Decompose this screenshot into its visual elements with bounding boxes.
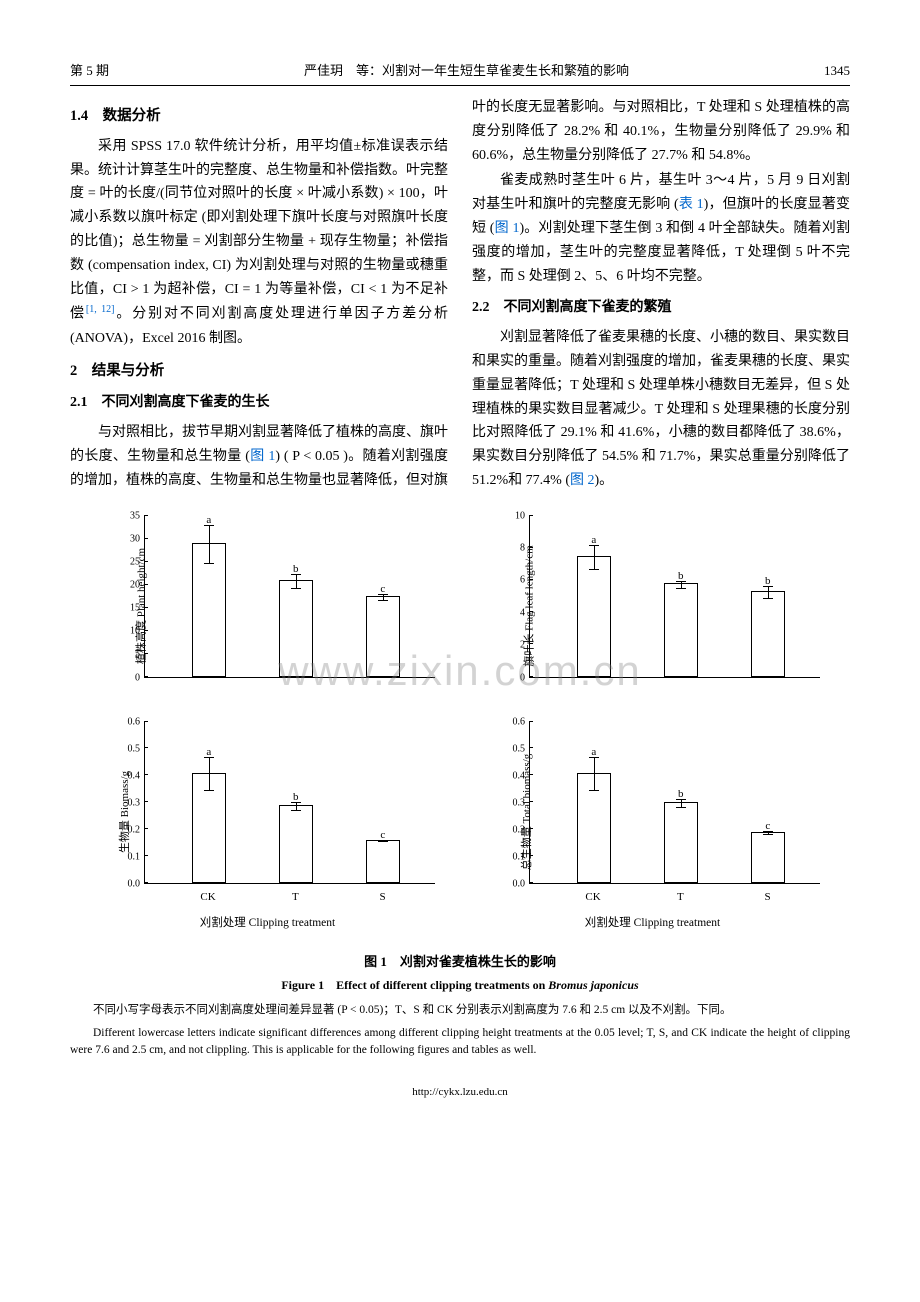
significance-letter: c <box>380 580 385 599</box>
bar: a <box>192 543 226 676</box>
plot-area: abc <box>529 722 820 884</box>
y-tick-label: 5 <box>118 646 140 663</box>
y-tick-label: 10 <box>118 623 140 640</box>
plot-area: abc <box>144 722 435 884</box>
bar: a <box>577 773 611 883</box>
y-tick-label: 0.3 <box>503 794 525 811</box>
bar: b <box>279 805 313 883</box>
y-tick-label: 0.2 <box>118 821 140 838</box>
chart-panel: 植株高度 Plant height/cm05101520253035abc <box>90 506 445 706</box>
y-tick-label: 4 <box>503 604 525 621</box>
significance-letter: a <box>591 531 596 550</box>
running-title: 严佳玥 等：刈割对一年生短生草雀麦生长和繁殖的影响 <box>304 60 629 82</box>
heading-1-4: 1.4 数据分析 <box>70 104 448 129</box>
figure-1: 植株高度 Plant height/cm05101520253035abc旗叶长… <box>70 506 850 1060</box>
y-tick-label: 20 <box>118 577 140 594</box>
x-tick-label: CK <box>200 888 215 907</box>
footer-url: http://cykx.lzu.edu.cn <box>70 1083 850 1102</box>
significance-letter: b <box>678 785 684 804</box>
bar: b <box>664 583 698 676</box>
y-tick-label: 0.0 <box>503 875 525 892</box>
plot-area: abb <box>529 516 820 678</box>
y-tick-label: 0.6 <box>118 713 140 730</box>
bar: c <box>751 832 785 883</box>
figure-1-caption-zh: 图 1 刈割对雀麦植株生长的影响 <box>70 951 850 973</box>
y-tick-label: 0.6 <box>503 713 525 730</box>
significance-letter: c <box>380 826 385 845</box>
bar: b <box>279 580 313 677</box>
y-tick-label: 2 <box>503 637 525 654</box>
heading-2-1: 2.1 不同刈割高度下雀麦的生长 <box>70 391 448 415</box>
plot-area: abc <box>144 516 435 678</box>
charts-grid: 植株高度 Plant height/cm05101520253035abc旗叶长… <box>70 506 850 942</box>
figure-1-note-zh: 不同小写字母表示不同刈割高度处理间差异显著 (P < 0.05)；T、S 和 C… <box>70 1002 850 1019</box>
figure-1-note-en: Different lowercase letters indicate sig… <box>70 1025 850 1060</box>
page-number: 1345 <box>824 60 850 82</box>
issue-number: 第 5 期 <box>70 60 109 82</box>
significance-letter: b <box>293 560 299 579</box>
significance-letter: c <box>765 817 770 836</box>
x-axis-title: 刈割处理 Clipping treatment <box>90 914 445 934</box>
bar: c <box>366 596 400 677</box>
y-tick-label: 0 <box>503 669 525 686</box>
y-tick-label: 0.4 <box>503 767 525 784</box>
para-2-1-b: 雀麦成熟时茎生叶 6 片，基生叶 3～4 片，5 月 9 日刈割对基生叶和旗叶的… <box>472 169 850 288</box>
para-2-2: 刈割显著降低了雀麦果穗的长度、小穗的数目、果实数目和果实的重量。随着刈割强度的增… <box>472 326 850 493</box>
y-tick-label: 8 <box>503 540 525 557</box>
figure-1-link[interactable]: 图 1 <box>250 449 275 464</box>
significance-letter: b <box>678 567 684 586</box>
x-tick-label: T <box>677 888 684 907</box>
figure-1-link-2[interactable]: 图 1 <box>494 221 519 236</box>
significance-letter: a <box>206 511 211 530</box>
y-tick-label: 0.2 <box>503 821 525 838</box>
y-tick-label: 10 <box>503 507 525 524</box>
bar: b <box>751 591 785 676</box>
significance-letter: b <box>765 572 771 591</box>
page-header: 第 5 期 严佳玥 等：刈割对一年生短生草雀麦生长和繁殖的影响 1345 <box>70 60 850 86</box>
y-tick-label: 6 <box>503 572 525 589</box>
table-1-link[interactable]: 表 1 <box>679 197 704 212</box>
y-tick-label: 0.1 <box>118 848 140 865</box>
y-tick-label: 0.4 <box>118 767 140 784</box>
figure-1-caption-en: Figure 1 Effect of different clipping tr… <box>70 975 850 995</box>
para-methods: 采用 SPSS 17.0 软件统计分析，用平均值±标准误表示结果。统计计算茎生叶… <box>70 135 448 351</box>
significance-letter: a <box>206 743 211 762</box>
chart-panel: 总生物量 Total biomass/g0.00.10.20.30.40.50.… <box>475 712 830 912</box>
x-tick-label: T <box>292 888 299 907</box>
significance-letter: b <box>293 788 299 807</box>
y-tick-label: 30 <box>118 530 140 547</box>
x-tick-label: CK <box>585 888 600 907</box>
y-tick-label: 25 <box>118 553 140 570</box>
y-tick-label: 0.3 <box>118 794 140 811</box>
bar: c <box>366 840 400 883</box>
figure-2-link[interactable]: 图 2 <box>570 473 595 488</box>
chart-panel: 旗叶长 Flag leaf length/cm0246810abb <box>475 506 830 706</box>
body-columns: 1.4 数据分析 采用 SPSS 17.0 软件统计分析，用平均值±标准误表示结… <box>70 96 850 494</box>
bar: a <box>192 773 226 883</box>
y-tick-label: 15 <box>118 600 140 617</box>
x-tick-label: S <box>765 888 771 907</box>
heading-2: 2 结果与分析 <box>70 359 448 384</box>
y-tick-label: 0.0 <box>118 875 140 892</box>
bar: a <box>577 556 611 677</box>
y-tick-label: 0 <box>118 669 140 686</box>
y-tick-label: 0.1 <box>503 848 525 865</box>
bar: b <box>664 802 698 883</box>
significance-letter: a <box>591 743 596 762</box>
citation-link[interactable]: [1, 12] <box>86 304 115 315</box>
heading-2-2: 2.2 不同刈割高度下雀麦的繁殖 <box>472 296 850 320</box>
y-tick-label: 0.5 <box>503 740 525 757</box>
x-tick-label: S <box>380 888 386 907</box>
x-axis-title: 刈割处理 Clipping treatment <box>475 914 830 934</box>
y-tick-label: 0.5 <box>118 740 140 757</box>
chart-panel: 生物量 Biomass/g0.00.10.20.30.40.50.6abcCKT… <box>90 712 445 912</box>
y-tick-label: 35 <box>118 507 140 524</box>
